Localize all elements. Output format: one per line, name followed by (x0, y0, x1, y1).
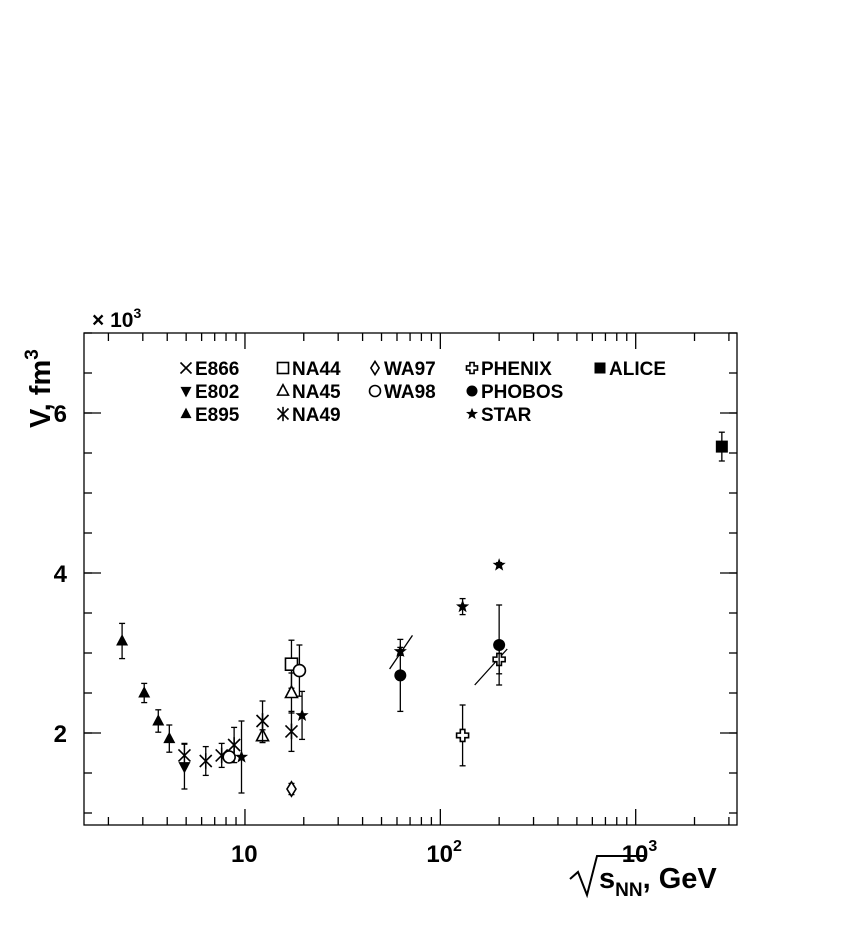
series-e802 (178, 743, 191, 790)
x-axis-label: sNN, GeV (569, 855, 717, 901)
trend-lines (389, 635, 508, 686)
y-tick-label: 2 (54, 721, 67, 748)
data-point (284, 710, 299, 753)
legend-entry-e802: E802 (180, 382, 239, 403)
legend-entry-wa98: WA98 (368, 382, 436, 403)
data-point (456, 597, 470, 616)
axis-labels: × 103 V, fm3 sNN, GeV (22, 305, 717, 901)
legend-label: PHOBOS (481, 382, 563, 403)
data-point (284, 672, 299, 714)
series-wa97 (286, 780, 297, 798)
data-point (116, 622, 129, 660)
data-point (492, 558, 506, 571)
series-wa98 (222, 644, 307, 764)
legend-label: WA97 (384, 359, 436, 380)
data-point (715, 431, 728, 462)
data-points (116, 431, 728, 798)
legend-label: E802 (195, 382, 239, 403)
svg-text:sNN, GeV: sNN, GeV (599, 863, 717, 901)
data-point (152, 709, 165, 733)
legend-label: NA49 (292, 405, 341, 426)
data-point (286, 780, 297, 798)
legend-entry-wa97: WA97 (369, 359, 436, 380)
sqrt-sign (569, 855, 646, 899)
data-point (292, 644, 307, 697)
legend-label: WA98 (384, 382, 436, 403)
legend-entry-alice: ALICE (594, 359, 666, 380)
x-tick-label: 102 (426, 838, 462, 868)
legend-entry-e895: E895 (180, 405, 240, 426)
data-point (255, 700, 270, 742)
x-axis-label-main: s (599, 863, 615, 895)
plot-axes: 10 102 103 2 4 6 (54, 332, 738, 868)
x-tick-label: 10 (231, 841, 258, 868)
series-na49 (199, 700, 299, 777)
series-star (234, 558, 506, 794)
series-phobos (394, 604, 506, 713)
legend-entry-star: STAR (466, 405, 532, 426)
data-point (138, 682, 151, 704)
series-phenix (455, 644, 506, 767)
data-point (393, 644, 407, 657)
data-point (199, 745, 213, 777)
x-axis-label-sub: NN (615, 880, 642, 901)
data-point (493, 604, 506, 686)
legend-entry-na49: NA49 (276, 405, 341, 426)
legend-label: ALICE (609, 359, 666, 380)
x-tick-label: 103 (622, 838, 658, 868)
legend-entry-na45: NA45 (276, 382, 341, 403)
y-axis-label: V, fm3 (22, 349, 57, 428)
data-point (163, 724, 176, 753)
legend-label: E866 (195, 359, 239, 380)
y-tick-label: 6 (54, 401, 67, 428)
x-axis-label-unit: , GeV (643, 863, 718, 895)
trend-line (474, 648, 508, 686)
plot-frame (83, 332, 738, 826)
data-point (222, 750, 236, 764)
legend-entry-phenix: PHENIX (465, 359, 552, 380)
y-multiplier: × 103 (92, 305, 141, 332)
legend-label: STAR (481, 405, 532, 426)
data-point (455, 704, 470, 767)
data-point (178, 743, 191, 790)
y-tick-label: 4 (54, 561, 68, 588)
legend-entry-na44: NA44 (276, 359, 341, 380)
legend-label: E895 (195, 405, 240, 426)
legend-entry-phobos: PHOBOS (466, 382, 563, 403)
legend-label: NA45 (292, 382, 341, 403)
series-alice (715, 431, 728, 462)
legend-label: PHENIX (481, 359, 552, 380)
series-e895 (116, 622, 176, 753)
legend-entry-e866: E866 (179, 359, 239, 380)
data-point (234, 720, 249, 794)
legend-label: NA44 (292, 359, 341, 380)
data-point (295, 690, 309, 741)
